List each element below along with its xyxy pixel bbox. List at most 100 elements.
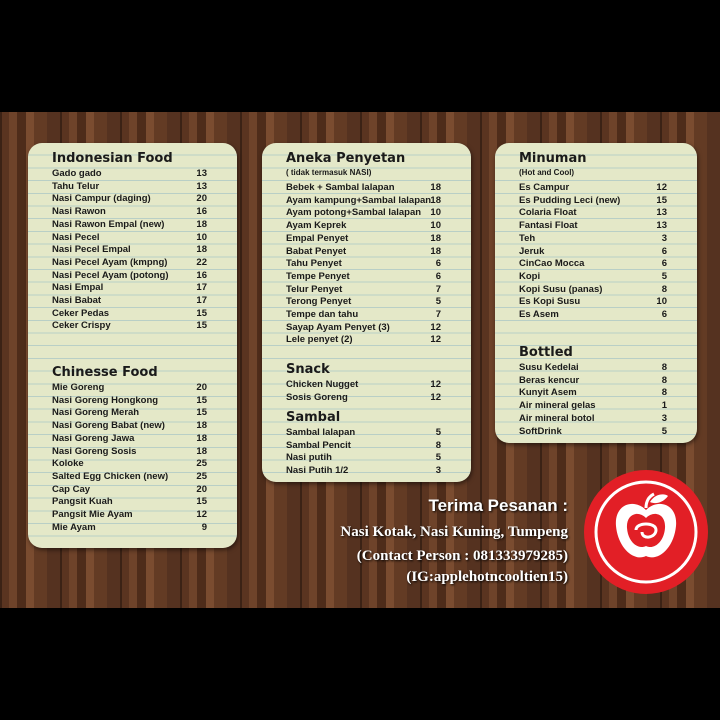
item-name: Es Campur bbox=[519, 182, 570, 193]
item-name: Nasi Goreng Hongkong bbox=[52, 394, 159, 406]
item-name: Lele penyet (2) bbox=[286, 334, 353, 346]
item-price: 12 bbox=[196, 509, 207, 520]
item-price: 18 bbox=[196, 420, 207, 432]
item-price: 6 bbox=[435, 270, 441, 282]
item-name: Nasi Pecel Ayam (potong) bbox=[52, 269, 169, 281]
item-price: 18 bbox=[430, 245, 441, 257]
item-name: Susu Kedelai bbox=[519, 362, 579, 373]
item-price: 18 bbox=[196, 218, 207, 230]
item-name: Jeruk bbox=[519, 245, 545, 257]
item-name: Mie Goreng bbox=[52, 382, 105, 393]
item-name: Colaria Float bbox=[519, 207, 577, 219]
item-name: CinCao Mocca bbox=[519, 258, 585, 270]
item-price: 6 bbox=[661, 309, 667, 320]
section-subtitle: (Hot and Cool) bbox=[519, 168, 575, 177]
item-name: Mie Ayam bbox=[52, 521, 96, 533]
item-name: Sambal lalapan bbox=[286, 427, 356, 438]
item-name: Fantasi Float bbox=[519, 220, 578, 232]
section-title: Sambal bbox=[286, 410, 341, 425]
section-title: Indonesian Food bbox=[52, 151, 173, 166]
item-name: Teh bbox=[519, 232, 536, 244]
item-price: 5 bbox=[661, 425, 667, 437]
item-name: Ceker Crispy bbox=[52, 320, 111, 332]
item-name: Empal Penyet bbox=[286, 232, 349, 244]
item-price: 3 bbox=[661, 232, 667, 244]
item-name: Beras kencur bbox=[519, 374, 580, 386]
item-price: 15 bbox=[196, 496, 207, 508]
item-name: Pangsit Mie Ayam bbox=[52, 509, 133, 520]
item-price: 18 bbox=[430, 232, 441, 244]
section-subtitle: ( tidak termasuk NASI) bbox=[286, 168, 372, 177]
item-name: Sayap Ayam Penyet (3) bbox=[286, 321, 390, 333]
item-price: 5 bbox=[661, 270, 667, 282]
item-name: Kopi Susu (panas) bbox=[519, 283, 603, 295]
menu-card: Indonesian Food Gado gado 13 Tahu Telur 13 Na… bbox=[28, 143, 237, 548]
item-price: 10 bbox=[196, 231, 207, 243]
item-price: 5 bbox=[435, 296, 441, 308]
logo-ring bbox=[594, 480, 698, 584]
item-name: Cap Cay bbox=[52, 483, 91, 495]
item-name: Sambal Pencit bbox=[286, 439, 351, 451]
item-price: 10 bbox=[430, 207, 441, 219]
item-price: 15 bbox=[196, 307, 207, 319]
item-price: 3 bbox=[435, 465, 441, 477]
item-price: 25 bbox=[196, 458, 207, 470]
item-name: Gado gado bbox=[52, 168, 102, 179]
item-name: Nasi Campur (daging) bbox=[52, 193, 151, 205]
section-title: Chinesse Food bbox=[52, 365, 158, 380]
item-name: Air mineral gelas bbox=[519, 400, 596, 412]
section-title: Bottled bbox=[519, 345, 573, 360]
item-name: Air mineral botol bbox=[519, 412, 595, 424]
item-price: 20 bbox=[196, 483, 207, 495]
logo-apple-inner bbox=[626, 513, 666, 548]
item-price: 8 bbox=[661, 283, 667, 295]
item-price: 6 bbox=[435, 258, 441, 270]
item-price: 15 bbox=[656, 194, 667, 206]
item-price: 15 bbox=[196, 394, 207, 406]
item-price: 18 bbox=[196, 445, 207, 457]
item-price: 3 bbox=[661, 412, 667, 424]
item-name: Pangsit Kuah bbox=[52, 496, 113, 508]
item-name: Salted Egg Chicken (new) bbox=[52, 470, 169, 482]
item-name: Kopi bbox=[519, 270, 541, 282]
item-price: 15 bbox=[196, 320, 207, 332]
item-price: 13 bbox=[656, 207, 667, 219]
item-name: Nasi Pecel Ayam (kmpng) bbox=[52, 256, 168, 268]
item-name: Tahu Penyet bbox=[286, 258, 342, 270]
item-name: Sosis Goreng bbox=[286, 391, 348, 403]
section-title: Minuman bbox=[519, 151, 587, 166]
item-price: 7 bbox=[435, 283, 441, 295]
item-name: Es Pudding Leci (new) bbox=[519, 194, 621, 206]
item-price: 18 bbox=[196, 432, 207, 444]
menu-card: Minuman (Hot and Cool) Es Campur 12 Es Puddi… bbox=[495, 143, 697, 443]
item-price: 6 bbox=[661, 258, 667, 270]
item-name: Ceker Pedas bbox=[52, 307, 110, 319]
footer-line: (Contact Person : 081333979285) bbox=[356, 548, 568, 564]
item-name: Nasi Empal bbox=[52, 282, 104, 294]
footer-title: Terima Pesanan : bbox=[428, 496, 568, 515]
item-price: 20 bbox=[196, 382, 207, 393]
item-name: Nasi Babat bbox=[52, 295, 102, 306]
item-price: 18 bbox=[430, 194, 441, 206]
item-price: 17 bbox=[196, 282, 207, 294]
item-name: Koloke bbox=[52, 458, 84, 470]
item-price: 8 bbox=[435, 439, 441, 451]
item-name: Nasi Goreng Merah bbox=[52, 407, 140, 419]
item-price: 8 bbox=[661, 374, 667, 386]
item-price: 12 bbox=[430, 321, 441, 333]
logo-leaf bbox=[650, 494, 668, 504]
item-price: 8 bbox=[661, 362, 667, 373]
footer-line: Nasi Kotak, Nasi Kuning, Tumpeng bbox=[340, 524, 568, 540]
item-name: Telur Penyet bbox=[286, 283, 343, 295]
item-name: Nasi Pecel bbox=[52, 231, 100, 243]
item-name: Terong Penyet bbox=[286, 296, 352, 308]
item-price: 8 bbox=[661, 387, 667, 399]
item-price: 12 bbox=[430, 379, 441, 390]
item-price: 13 bbox=[196, 180, 207, 192]
logo-stem bbox=[644, 492, 655, 509]
item-price: 15 bbox=[196, 407, 207, 419]
menu-card: Aneka Penyetan ( tidak termasuk NASI) Bebe… bbox=[262, 143, 471, 482]
item-name: Nasi Rawon Empal (new) bbox=[52, 218, 165, 230]
item-price: 12 bbox=[430, 391, 441, 403]
